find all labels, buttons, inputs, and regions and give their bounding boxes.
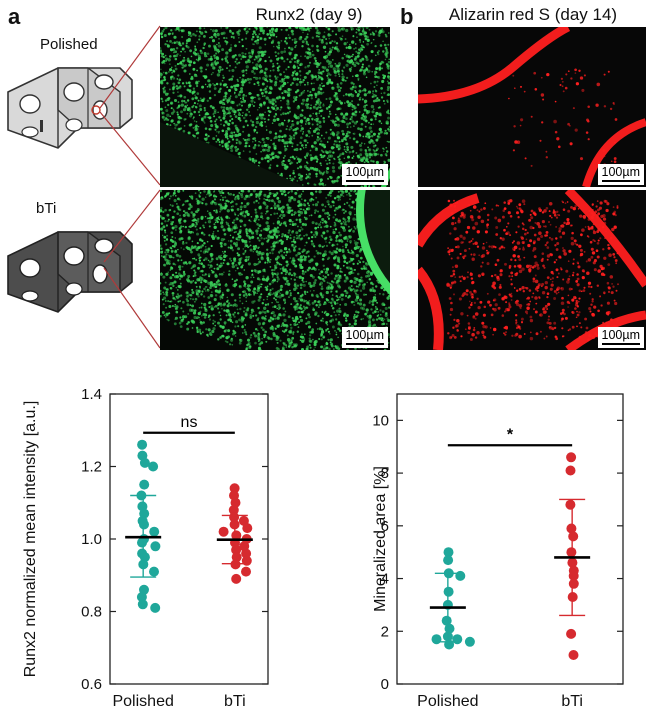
polished-scaffold [7,67,133,149]
y-axis-label: Runx2 normalized mean intensity [a.u.] [22,401,39,678]
panel-letter-a: a [8,4,21,29]
x-tick-label: bTi [561,693,583,710]
y-axis-label: Mineralized area [%] [372,466,389,612]
series-polished [429,547,475,650]
panel-a-title: Runx2 (day 9) [255,5,363,24]
y-tick-label: 1.2 [81,459,102,476]
alizarin-bti-image: 100µm [418,190,646,350]
data-point [150,602,161,613]
dot-plot-2: 0 2 4 6 8 10 Mineralized area [%] Polished bTi * [372,393,624,710]
data-point [218,526,229,537]
fluorescence-speckles [508,68,618,167]
y-tick-label: 0 [381,676,389,693]
alizarin-polished-image: 100µm [418,27,646,187]
data-point [230,559,241,570]
data-point [149,526,160,537]
data-point [444,623,455,634]
y-tick-label: 4 [381,571,389,588]
y-tick-label: 1.4 [81,386,102,403]
data-point [241,566,251,577]
y-tick-label: 0.6 [81,676,102,693]
data-point [443,555,454,566]
scale-bar: 100µm [341,327,388,348]
data-point [136,592,147,602]
plot-frame [396,393,624,685]
scale-bar: 100µm [341,164,388,185]
data-point [443,547,454,558]
bti-scaffold-label: bTi [36,200,57,217]
stained-edge [418,193,480,350]
bti-scaffold [7,231,133,313]
panel-letter-b: b [400,4,414,29]
data-point [565,465,576,476]
fluorescence-speckles [446,199,619,342]
data-point [149,566,159,577]
data-point [568,650,579,660]
data-point [137,537,147,548]
data-point [441,615,452,626]
data-point [565,499,576,510]
x-tick-label: bTi [224,693,246,710]
data-point [242,523,253,534]
y-tick-label: 1.0 [81,531,102,548]
significance-label: ns [181,414,198,431]
stained-edge [582,118,646,187]
panel-b-title: Alizarin red S (day 14) [448,5,618,24]
data-point [231,544,242,555]
data-point [443,586,454,597]
scaffold-illustrations [7,25,161,349]
series-bti [216,483,253,584]
data-point [241,548,252,559]
data-point [139,479,150,490]
data-point [139,519,149,530]
scale-bar: 100µm [597,327,644,348]
x-tick-label: Polished [112,693,173,710]
data-point [464,636,475,647]
series-polished [125,439,162,613]
y-tick-label: 0.8 [81,604,102,621]
data-point [229,483,240,494]
data-point [231,573,242,584]
data-point [568,578,579,589]
polished-scaffold-label: Polished [40,36,98,53]
runx2-bti-image: 100µm [160,190,390,350]
data-point [148,461,159,472]
data-point [568,570,579,581]
data-point [566,547,577,558]
y-tick-label: 2 [381,623,389,640]
significance-label: * [507,426,514,443]
stained-edge [418,27,571,104]
scale-bar: 100µm [597,164,644,185]
runx2-polished-image: 100µm [160,27,390,187]
data-point [228,505,239,515]
data-point [137,439,148,450]
dark-region [160,122,306,187]
x-tick-label: Polished [417,693,478,710]
data-point [566,628,577,639]
data-point [566,523,577,534]
data-point [431,634,442,645]
data-point [566,452,577,463]
data-point [568,531,579,542]
dot-plot-1: 0.6 0.8 1.0 1.2 1.4 Runx2 normalized mean int… [22,386,269,710]
data-point [452,634,463,645]
data-point [455,570,466,581]
data-point [444,639,455,650]
y-tick-label: 6 [381,518,389,535]
y-tick-label: 8 [381,465,389,482]
pore-ring [356,190,390,296]
data-point [137,599,148,610]
data-point [229,512,240,523]
y-tick-label: 10 [372,412,389,429]
data-point [150,541,161,552]
series-bti [554,452,591,660]
fluorescence-speckles [160,190,390,350]
data-point [139,457,150,468]
charts-area: 0.6 0.8 1.0 1.2 1.4 Runx2 normalized mean int… [22,386,624,710]
